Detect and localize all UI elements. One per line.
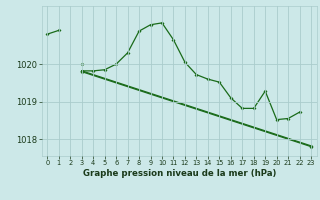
X-axis label: Graphe pression niveau de la mer (hPa): Graphe pression niveau de la mer (hPa)	[83, 169, 276, 178]
